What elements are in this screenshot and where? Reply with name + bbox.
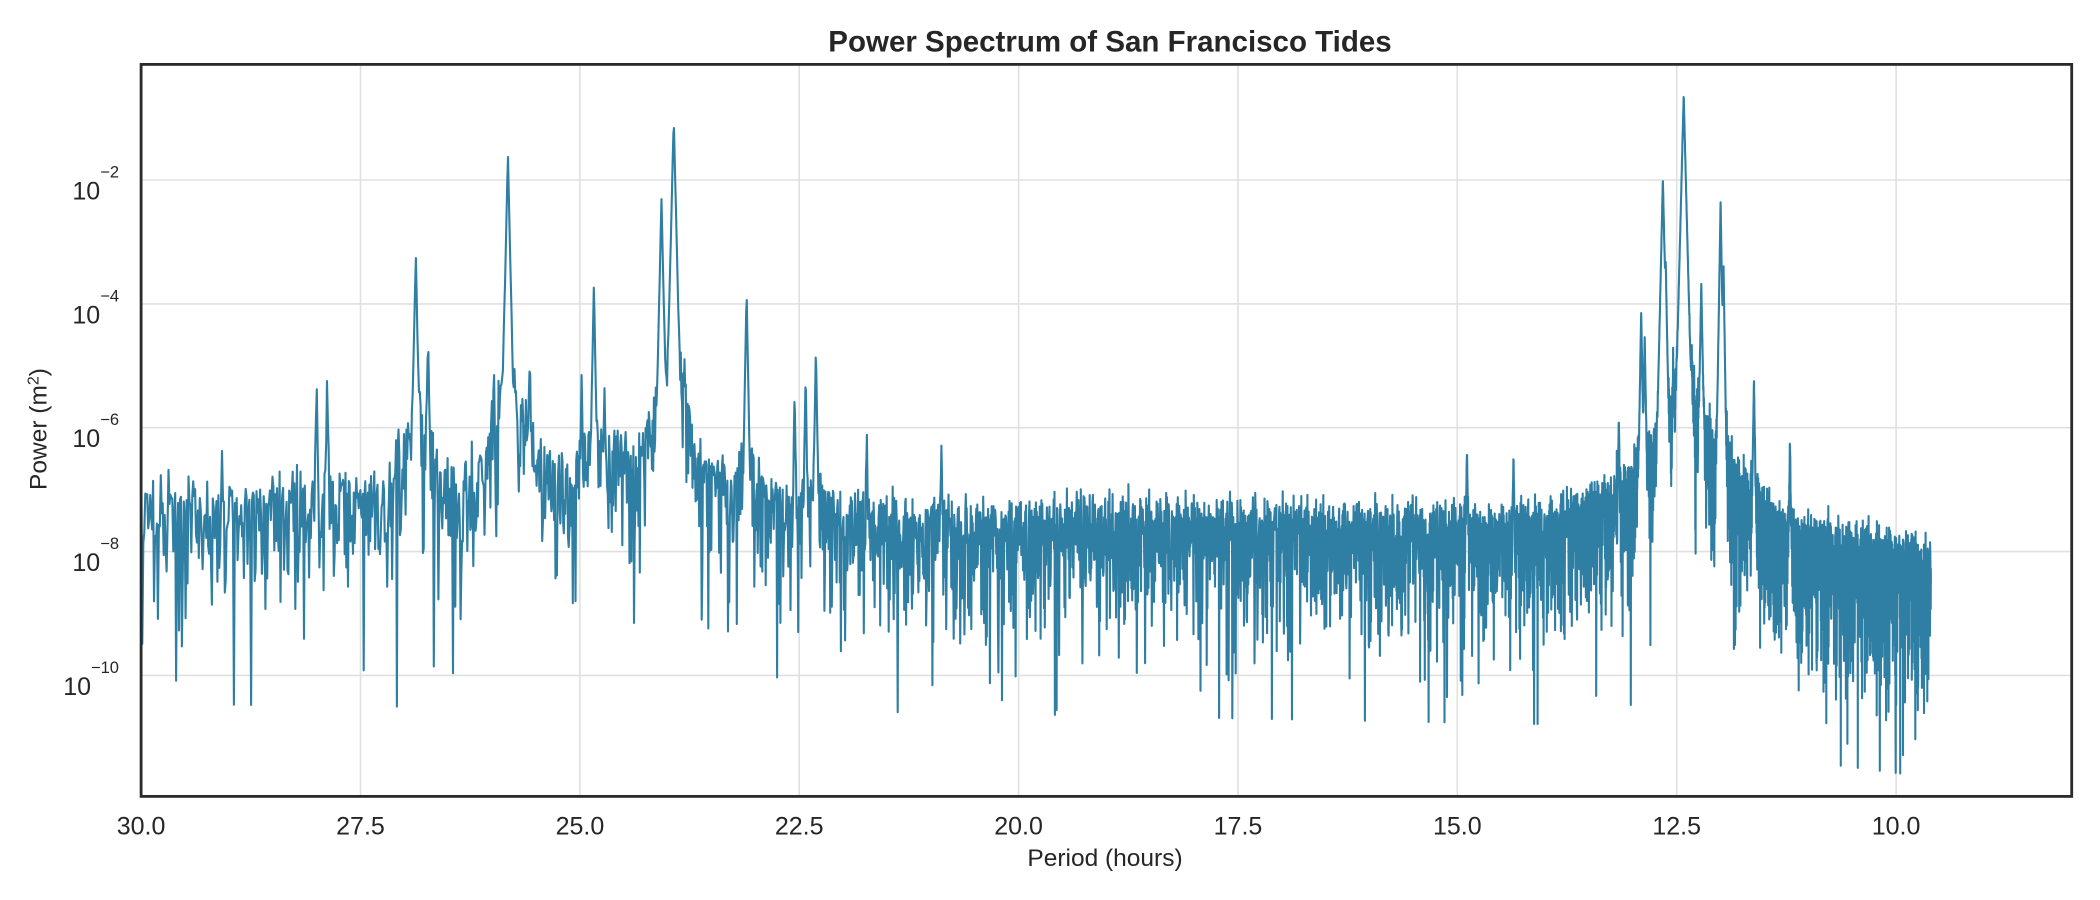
svg-text:Period (hours): Period (hours) [1027, 845, 1182, 872]
svg-text:25.0: 25.0 [556, 812, 605, 840]
svg-text:10−10: 10−10 [63, 659, 119, 701]
svg-text:10−8: 10−8 [72, 535, 119, 577]
svg-text:27.5: 27.5 [336, 812, 385, 840]
svg-text:Power Spectrum of San Francisc: Power Spectrum of San Francisco Tides [828, 25, 1391, 58]
svg-text:22.5: 22.5 [775, 812, 824, 840]
svg-text:17.5: 17.5 [1214, 812, 1263, 840]
svg-text:10.0: 10.0 [1872, 812, 1921, 840]
svg-text:15.0: 15.0 [1433, 812, 1482, 840]
svg-text:10−2: 10−2 [72, 164, 119, 206]
svg-text:10−4: 10−4 [72, 287, 119, 329]
svg-text:10−6: 10−6 [72, 411, 119, 453]
svg-text:Power (m2): Power (m2) [26, 368, 53, 490]
svg-text:30.0: 30.0 [117, 812, 166, 840]
svg-text:20.0: 20.0 [994, 812, 1043, 840]
svg-text:12.5: 12.5 [1652, 812, 1701, 840]
